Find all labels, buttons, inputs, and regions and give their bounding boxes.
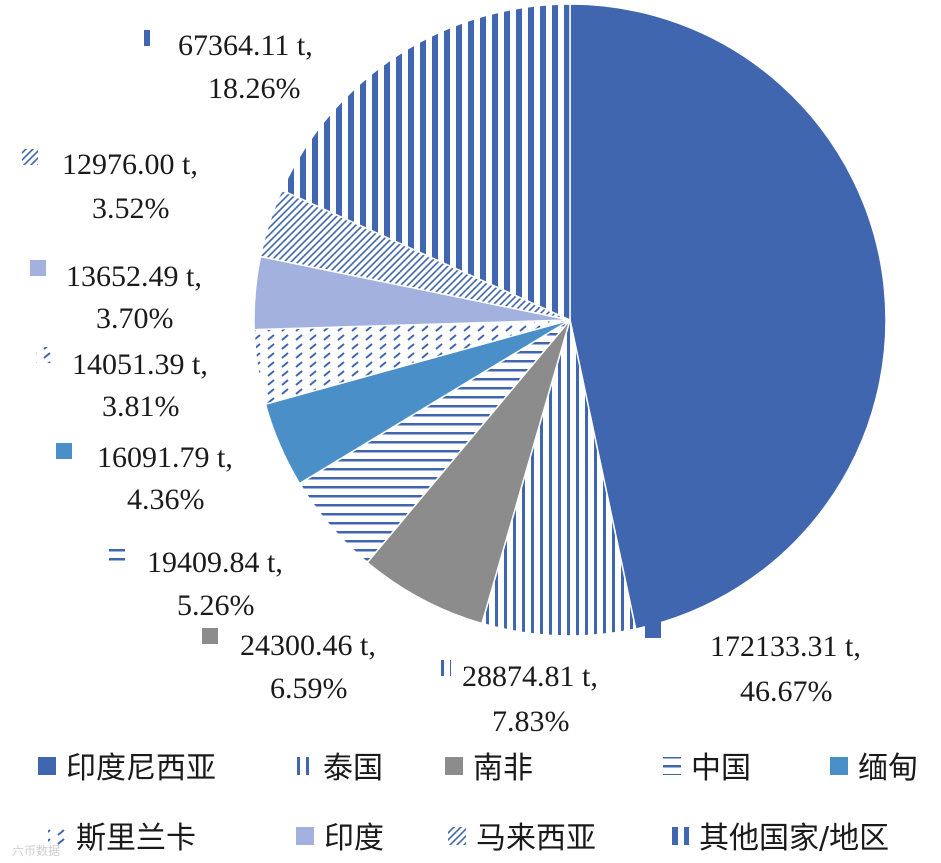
data-label-myanmar: 16091.79 t, 4.36%: [56, 441, 233, 516]
legend-label: 其他国家/地区: [699, 821, 889, 856]
data-label-percent: 5.26%: [177, 589, 255, 622]
data-label-percent: 4.36%: [127, 483, 205, 516]
data-label-percent: 7.83%: [492, 705, 570, 738]
legend-label: 印度: [324, 821, 384, 856]
data-label-others: 67364.11 t, 18.26%: [140, 29, 313, 105]
data-label-marker: [109, 547, 125, 563]
legend-swatch: [448, 827, 466, 845]
data-label-value: 28874.81 t,: [462, 660, 598, 693]
data-label-south-africa: 24300.46 t, 6.59%: [202, 628, 376, 705]
data-label-marker: [22, 149, 38, 165]
data-label-china: 19409.84 t, 5.26%: [109, 546, 283, 622]
legend-swatch: [671, 827, 689, 845]
legend-label: 斯里兰卡: [76, 821, 196, 856]
data-label-value: 67364.11 t,: [178, 29, 313, 62]
legend-swatch: [445, 757, 463, 775]
legend-swatch: [48, 827, 66, 845]
legend-item-indonesia: 印度尼西亚: [38, 751, 216, 786]
data-label-value: 16091.79 t,: [97, 441, 233, 474]
data-label-marker: [30, 260, 46, 276]
data-label-value: 14051.39 t,: [72, 348, 208, 381]
legend-swatch: [295, 757, 313, 775]
legend-item-malaysia: 马来西亚: [448, 821, 596, 856]
legend-item-thailand: 泰国: [295, 751, 383, 786]
data-label-value: 19409.84 t,: [147, 546, 283, 579]
data-label-value: 13652.49 t,: [66, 260, 202, 293]
legend-swatch: [830, 757, 848, 775]
data-label-marker: [202, 628, 218, 644]
data-label-percent: 3.52%: [92, 192, 170, 225]
legend-swatch: [296, 827, 314, 845]
data-label-marker: [36, 347, 52, 363]
data-label-value: 172133.31 t,: [710, 630, 861, 663]
data-label-value: 12976.00 t,: [62, 148, 198, 181]
legend-item-india: 印度: [296, 821, 384, 856]
data-label-indonesia: 172133.31 t, 46.67%: [645, 622, 861, 708]
legend-item-sri-lanka: 斯里兰卡: [48, 821, 196, 856]
data-label-malaysia: 12976.00 t, 3.52%: [22, 148, 198, 225]
legend-label: 马来西亚: [476, 821, 596, 856]
data-label-percent: 3.81%: [102, 390, 180, 423]
data-label-marker: [140, 30, 156, 46]
legend-item-myanmar: 缅甸: [830, 751, 918, 786]
data-label-thailand: 28874.81 t, 7.83%: [435, 660, 598, 738]
legend-item-south-africa: 南非: [445, 751, 533, 786]
data-label-marker: [435, 660, 451, 676]
data-label-marker: [645, 622, 661, 638]
legend-item-others: 其他国家/地区: [671, 821, 889, 856]
data-label-percent: 6.59%: [270, 672, 348, 705]
legend-swatch: [663, 757, 681, 775]
pie-slice-others: [280, 3, 571, 322]
legend-label: 中国: [691, 751, 751, 786]
watermark: 六币数据: [12, 843, 60, 858]
pie-slice-indonesia: [569, 3, 887, 630]
legend-label: 泰国: [323, 751, 383, 786]
data-label-percent: 46.67%: [740, 675, 833, 708]
legend-label: 印度尼西亚: [66, 751, 216, 786]
legend-swatch: [38, 757, 56, 775]
data-label-value: 24300.46 t,: [240, 629, 376, 662]
data-label-marker: [56, 443, 72, 459]
data-label-percent: 3.70%: [96, 302, 174, 335]
pie-slice-south-africa: [366, 319, 571, 625]
data-label-percent: 18.26%: [208, 72, 301, 105]
data-label-sri-lanka: 14051.39 t, 3.81%: [36, 347, 208, 423]
legend-label: 南非: [473, 751, 533, 786]
data-label-india: 13652.49 t, 3.70%: [30, 260, 202, 335]
pie-slice-thailand: [480, 319, 637, 637]
legend-label: 缅甸: [858, 751, 918, 786]
legend-item-china: 中国: [663, 751, 751, 786]
